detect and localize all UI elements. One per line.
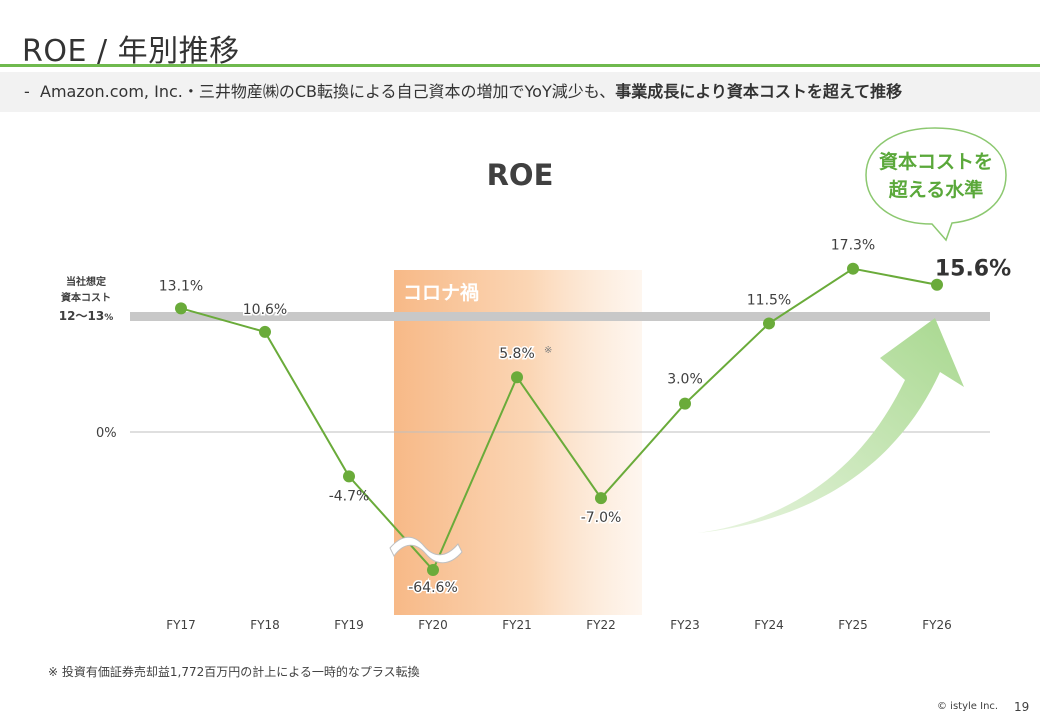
cost-of-capital-band bbox=[130, 312, 990, 321]
roe-series-line bbox=[180, 267, 938, 572]
subtitle-text: Amazon.com, Inc.・三井物産㈱のCB転換による自己資本の増加でYo… bbox=[40, 72, 902, 112]
cost-label-line2: 資本コスト bbox=[61, 291, 111, 304]
cost-range-number: 12〜13 bbox=[59, 309, 104, 323]
cost-label-line1: 当社想定 bbox=[66, 275, 106, 288]
data-point-fy18 bbox=[259, 325, 271, 338]
x-tick-fy20: FY20 bbox=[418, 618, 448, 632]
fy21-note-mark: ※ bbox=[544, 345, 552, 356]
zero-label: 0% bbox=[96, 426, 117, 441]
title-divider bbox=[0, 64, 1040, 67]
callout-line1: 資本コストを bbox=[879, 150, 993, 173]
data-label-fy22: -7.0% bbox=[581, 510, 622, 526]
x-axis: FY17 FY18 FY19 FY20 FY21 FY22 FY23 FY24 FY25 FY26 bbox=[166, 618, 952, 632]
data-point-fy23 bbox=[679, 397, 691, 410]
growth-arrow bbox=[698, 318, 964, 533]
x-tick-fy19: FY19 bbox=[334, 618, 364, 632]
cost-range-unit: % bbox=[104, 313, 113, 323]
data-label-fy20: -64.6% bbox=[408, 580, 458, 596]
covid-period-band bbox=[394, 270, 642, 615]
x-tick-fy22: FY22 bbox=[586, 618, 616, 632]
data-point-fy25 bbox=[847, 262, 859, 275]
data-point-fy21 bbox=[511, 371, 523, 384]
subtitle-dash: - bbox=[24, 82, 30, 101]
x-tick-fy17: FY17 bbox=[166, 618, 196, 632]
x-tick-fy18: FY18 bbox=[250, 618, 280, 632]
x-tick-fy25: FY25 bbox=[838, 618, 868, 632]
data-point-fy24 bbox=[763, 317, 775, 330]
subtitle-plain: Amazon.com, Inc.・三井物産㈱のCB転換による自己資本の増加でYo… bbox=[40, 82, 616, 101]
page-number: 19 bbox=[1014, 700, 1030, 714]
copyright: © istyle Inc. bbox=[937, 701, 999, 712]
data-label-fy18: 10.6% bbox=[243, 302, 287, 318]
data-label-fy23: 3.0% bbox=[667, 372, 703, 388]
chart-title: ROE bbox=[487, 158, 554, 192]
subtitle-bar: - Amazon.com, Inc.・三井物産㈱のCB転換による自己資本の増加で… bbox=[0, 72, 1040, 112]
subtitle-bold: 事業成長により資本コストを超えて推移 bbox=[615, 82, 903, 101]
footnote: ※ 投資有価証券売却益1,772百万円の計上による一時的なプラス転換 bbox=[48, 665, 420, 679]
x-tick-fy24: FY24 bbox=[754, 618, 784, 632]
axis-break-marker bbox=[389, 536, 463, 564]
x-tick-fy21: FY21 bbox=[502, 618, 532, 632]
data-point-fy20 bbox=[427, 564, 439, 576]
series-layer bbox=[175, 262, 943, 576]
data-point-fy17 bbox=[175, 302, 187, 315]
x-tick-fy26: FY26 bbox=[922, 618, 952, 632]
data-label-fy21: 5.8% bbox=[499, 346, 535, 362]
covid-period-label: コロナ禍 bbox=[403, 281, 479, 304]
cost-label-range: 12〜13% bbox=[59, 309, 113, 323]
callout-bubble: 資本コストを 超える水準 bbox=[865, 127, 1007, 242]
data-label-fy25: 17.3% bbox=[831, 238, 875, 254]
data-label-fy19: -4.7% bbox=[329, 488, 370, 504]
labels-layer: 13.1% 10.6% -4.7% -64.6% 5.8% -7.0% 3.0% 11.5% 1… bbox=[159, 238, 1011, 598]
data-label-fy17: 13.1% bbox=[159, 278, 203, 294]
slide-title: ROE / 年別推移 bbox=[22, 34, 240, 69]
x-tick-fy23: FY23 bbox=[670, 618, 700, 632]
data-point-fy22 bbox=[595, 492, 607, 505]
data-label-fy26: 15.6% bbox=[935, 257, 1011, 282]
data-label-fy24: 11.5% bbox=[747, 292, 791, 308]
data-point-fy26 bbox=[931, 278, 943, 291]
callout-line2: 超える水準 bbox=[888, 178, 983, 201]
data-point-fy19 bbox=[343, 470, 355, 483]
